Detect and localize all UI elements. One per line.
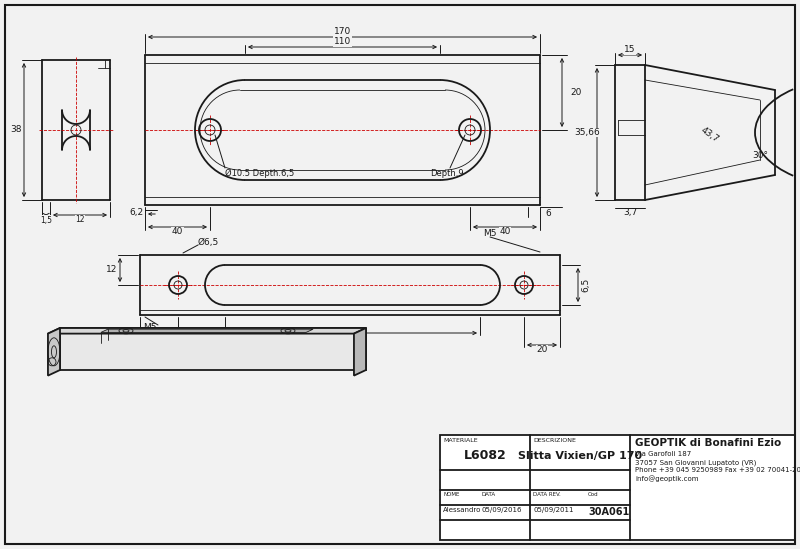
Text: Depth.9: Depth.9 (430, 169, 464, 177)
Polygon shape (60, 328, 366, 370)
Text: NOME: NOME (443, 492, 459, 497)
Text: 20: 20 (154, 345, 165, 355)
Text: DATA: DATA (482, 492, 496, 497)
Polygon shape (354, 328, 366, 376)
Text: L6082: L6082 (464, 449, 506, 462)
Text: 6,5: 6,5 (582, 278, 590, 292)
Text: 20: 20 (570, 88, 582, 97)
Polygon shape (48, 328, 366, 334)
Text: 30A061: 30A061 (588, 507, 630, 517)
Text: DESCRIZIONE: DESCRIZIONE (533, 438, 576, 443)
Text: MATERIALE: MATERIALE (443, 438, 478, 443)
Text: 05/09/2011: 05/09/2011 (533, 507, 574, 513)
Text: DATA REV.: DATA REV. (533, 492, 561, 497)
Text: GEOPTIK di Bonafini Ezio: GEOPTIK di Bonafini Ezio (635, 438, 782, 448)
Text: Ø6,5: Ø6,5 (198, 238, 218, 248)
Text: Phone +39 045 9250989 Fax +39 02 70041-2083: Phone +39 045 9250989 Fax +39 02 70041-2… (635, 467, 800, 473)
Text: 3,7: 3,7 (623, 208, 637, 216)
Text: 96,5: 96,5 (342, 333, 362, 343)
Text: 38: 38 (10, 126, 22, 135)
Text: 15: 15 (624, 46, 636, 54)
Text: Cod: Cod (588, 492, 598, 497)
Text: 1,5: 1,5 (40, 216, 52, 225)
Text: Slitta Vixien/GP 170: Slitta Vixien/GP 170 (518, 451, 642, 461)
Text: 43,7: 43,7 (699, 126, 721, 144)
Text: 6: 6 (545, 209, 550, 217)
Text: 110: 110 (334, 37, 351, 47)
Text: 12: 12 (75, 216, 85, 225)
Text: 37057 San Giovanni Lupatoto (VR): 37057 San Giovanni Lupatoto (VR) (635, 459, 756, 466)
Text: 30°: 30° (752, 150, 768, 160)
Text: 05/09/2016: 05/09/2016 (482, 507, 522, 513)
Polygon shape (48, 328, 60, 376)
Text: 12: 12 (106, 266, 118, 274)
Polygon shape (101, 329, 313, 333)
Text: 170: 170 (334, 27, 351, 36)
Text: Ø10.5 Depth.6,5: Ø10.5 Depth.6,5 (225, 169, 294, 177)
Text: M5: M5 (143, 322, 157, 332)
Bar (440, 435, 795, 540)
Text: Via Garofoli 187: Via Garofoli 187 (635, 451, 691, 457)
Text: info@geoptik.com: info@geoptik.com (635, 475, 698, 482)
Text: 35,66: 35,66 (574, 128, 600, 137)
Text: 20: 20 (536, 345, 548, 355)
Text: M5: M5 (483, 228, 497, 238)
Text: 40: 40 (172, 227, 183, 237)
Text: 40: 40 (499, 227, 510, 237)
Text: 6,2: 6,2 (129, 209, 143, 217)
Text: Alessandro: Alessandro (443, 507, 482, 513)
